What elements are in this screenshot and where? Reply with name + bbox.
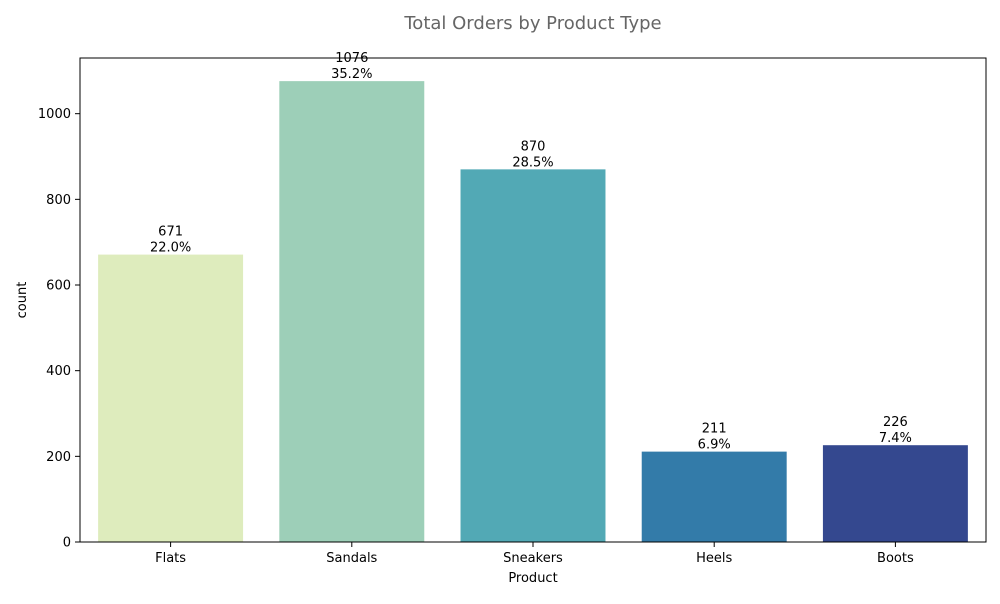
data-label-count-boots: 226 bbox=[883, 415, 908, 430]
y-tick-label: 600 bbox=[46, 279, 71, 294]
y-tick-label: 0 bbox=[63, 536, 71, 551]
y-tick-label: 400 bbox=[46, 364, 71, 379]
y-axis: 0 200 400 600 800 1000 bbox=[38, 107, 80, 551]
chart-title: Total Orders by Product Type bbox=[403, 13, 661, 34]
y-tick-label: 1000 bbox=[38, 107, 71, 122]
data-label-percent-flats: 22.0% bbox=[150, 241, 191, 256]
x-tick-label-sneakers: Sneakers bbox=[503, 551, 563, 566]
data-label-percent-boots: 7.4% bbox=[879, 431, 912, 446]
bars-layer bbox=[98, 81, 968, 542]
plot-frame bbox=[79, 57, 987, 543]
bar-heels bbox=[641, 451, 787, 542]
data-label-count-sandals: 1076 bbox=[335, 51, 368, 66]
y-axis-label: count bbox=[15, 282, 30, 319]
bar-sandals bbox=[279, 81, 425, 542]
bar-flats bbox=[98, 254, 244, 542]
x-axis: Flats Sandals Sneakers Heels Boots bbox=[155, 542, 914, 566]
x-tick-label-boots: Boots bbox=[877, 551, 914, 566]
bar-sneakers bbox=[460, 169, 606, 542]
data-label-percent-sneakers: 28.5% bbox=[512, 155, 553, 170]
data-label-percent-heels: 6.9% bbox=[698, 438, 731, 453]
data-label-count-flats: 671 bbox=[158, 225, 183, 240]
bar-boots bbox=[822, 445, 968, 542]
data-label-count-sneakers: 870 bbox=[521, 139, 546, 154]
x-tick-label-sandals: Sandals bbox=[326, 551, 377, 566]
x-axis-label: Product bbox=[508, 571, 557, 586]
data-label-percent-sandals: 35.2% bbox=[331, 67, 372, 82]
x-tick-label-flats: Flats bbox=[155, 551, 186, 566]
x-tick-label-heels: Heels bbox=[696, 551, 732, 566]
y-tick-label: 200 bbox=[46, 450, 71, 465]
y-tick-label: 800 bbox=[46, 193, 71, 208]
data-label-count-heels: 211 bbox=[702, 422, 727, 437]
